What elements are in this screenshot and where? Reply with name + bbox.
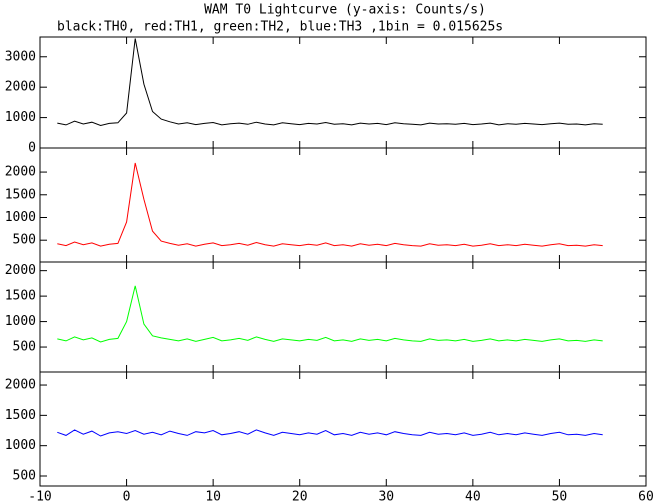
x-tick-label: 20: [292, 490, 308, 504]
x-tick-label: 10: [205, 490, 221, 504]
light-curve: [57, 429, 603, 437]
x-tick-label: 40: [465, 490, 481, 504]
y-tick-label: 1000: [5, 314, 36, 329]
y-tick-label: 2000: [5, 378, 36, 393]
panel-frame: [39, 36, 647, 149]
x-tick-label: 0: [123, 490, 131, 504]
chart-title: WAM T0 Lightcurve (y-axis: Counts/s): [204, 3, 486, 18]
y-tick-label: 500: [13, 233, 36, 248]
x-tick-label: 60: [638, 490, 654, 504]
y-tick-label: 2000: [5, 165, 36, 180]
y-tick-label: 1000: [5, 110, 36, 125]
y-tick-label: 500: [13, 340, 36, 355]
y-tick-label: 1500: [5, 289, 36, 304]
x-tick-label: 50: [552, 490, 568, 504]
y-tick-label: 1000: [5, 210, 36, 225]
light-curve: [57, 38, 603, 127]
light-curve: [57, 285, 603, 343]
y-tick-label: 3000: [5, 49, 36, 64]
y-tick-label: 1000: [5, 438, 36, 453]
panel-frame: [39, 261, 647, 373]
x-tick-label: 30: [378, 490, 394, 504]
light-curve: [57, 162, 603, 247]
panel-frame: [39, 371, 647, 487]
y-tick-label: 2000: [5, 263, 36, 278]
y-tick-label: 0: [28, 141, 36, 156]
x-tick-label: -10: [28, 490, 51, 504]
y-tick-label: 1500: [5, 187, 36, 202]
y-tick-label: 2000: [5, 80, 36, 95]
y-tick-label: 1500: [5, 408, 36, 423]
y-tick-label: 500: [13, 468, 36, 483]
chart-subtitle: black:TH0, red:TH1, green:TH2, blue:TH3 …: [57, 20, 503, 35]
